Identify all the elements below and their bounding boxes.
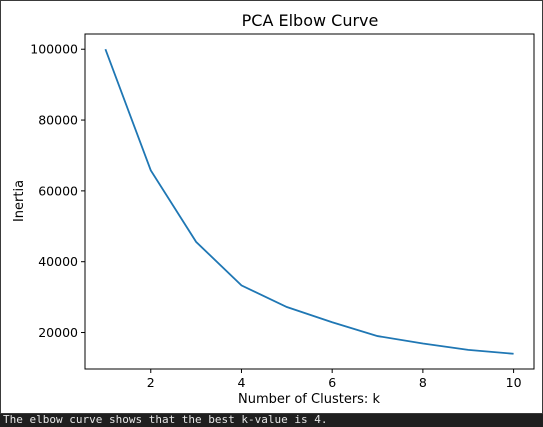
- x-tick-label: 6: [328, 375, 336, 390]
- y-tick-label: 100000: [30, 42, 78, 57]
- x-axis: 2 4 6 8 10: [147, 369, 522, 390]
- x-axis-label: Number of Clusters: k: [238, 392, 380, 407]
- elbow-chart: PCA Elbow Curve 2 4 6 8 10 20000 40000 60000 80…: [12, 11, 535, 407]
- output-text: The elbow curve shows that the best k-va…: [3, 413, 328, 426]
- series-line: [104, 48, 514, 355]
- y-tick-label: 80000: [38, 113, 78, 128]
- chart-title: PCA Elbow Curve: [242, 11, 379, 30]
- x-tick-label: 8: [419, 375, 427, 390]
- x-tick-label: 10: [506, 375, 522, 390]
- x-tick-label: 2: [147, 375, 155, 390]
- y-tick-label: 40000: [38, 254, 78, 269]
- y-axis-label: Inertia: [12, 180, 27, 222]
- figure: PCA Elbow Curve 2 4 6 8 10 20000 40000 60000 80…: [0, 0, 543, 414]
- plot-area: [84, 33, 535, 370]
- y-axis: 20000 40000 60000 80000 100000: [30, 42, 85, 340]
- y-tick-label: 60000: [38, 183, 78, 198]
- y-tick-label: 20000: [38, 325, 78, 340]
- x-tick-label: 4: [237, 375, 245, 390]
